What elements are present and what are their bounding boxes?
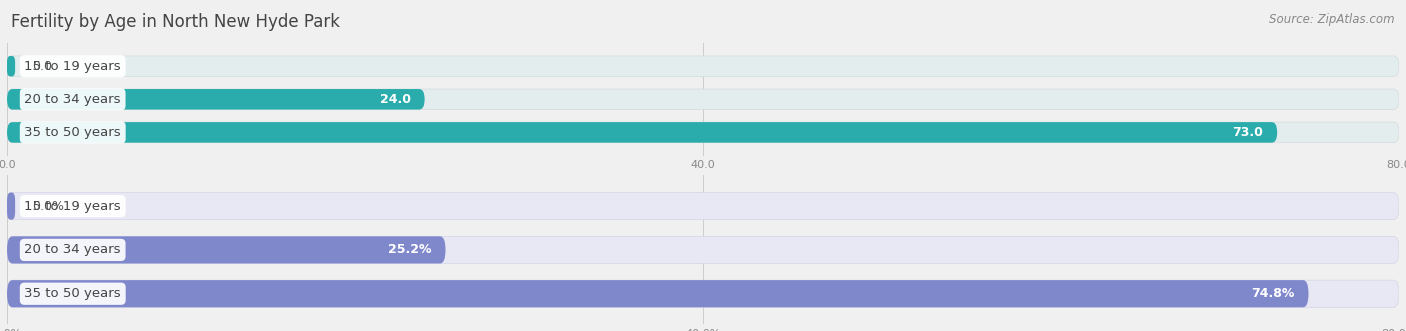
Text: Fertility by Age in North New Hyde Park: Fertility by Age in North New Hyde Park: [11, 13, 340, 31]
FancyBboxPatch shape: [7, 122, 1399, 143]
Text: 15 to 19 years: 15 to 19 years: [24, 200, 121, 213]
FancyBboxPatch shape: [7, 89, 425, 110]
FancyBboxPatch shape: [7, 280, 1399, 307]
FancyBboxPatch shape: [7, 89, 1399, 110]
FancyBboxPatch shape: [7, 193, 1399, 220]
FancyBboxPatch shape: [7, 56, 1399, 76]
Text: 73.0: 73.0: [1233, 126, 1263, 139]
Text: 15 to 19 years: 15 to 19 years: [24, 60, 121, 73]
Text: 24.0: 24.0: [380, 93, 411, 106]
FancyBboxPatch shape: [7, 122, 1277, 143]
Text: 35 to 50 years: 35 to 50 years: [24, 287, 121, 300]
Text: 20 to 34 years: 20 to 34 years: [24, 243, 121, 257]
Text: 74.8%: 74.8%: [1251, 287, 1295, 300]
Text: Source: ZipAtlas.com: Source: ZipAtlas.com: [1270, 13, 1395, 26]
Text: 35 to 50 years: 35 to 50 years: [24, 126, 121, 139]
FancyBboxPatch shape: [7, 56, 15, 76]
FancyBboxPatch shape: [7, 280, 1309, 307]
FancyBboxPatch shape: [7, 236, 446, 263]
FancyBboxPatch shape: [7, 193, 15, 220]
Text: 0.0%: 0.0%: [32, 200, 65, 213]
Text: 0.0: 0.0: [32, 60, 52, 73]
FancyBboxPatch shape: [7, 236, 1399, 263]
Text: 25.2%: 25.2%: [388, 243, 432, 257]
Text: 20 to 34 years: 20 to 34 years: [24, 93, 121, 106]
